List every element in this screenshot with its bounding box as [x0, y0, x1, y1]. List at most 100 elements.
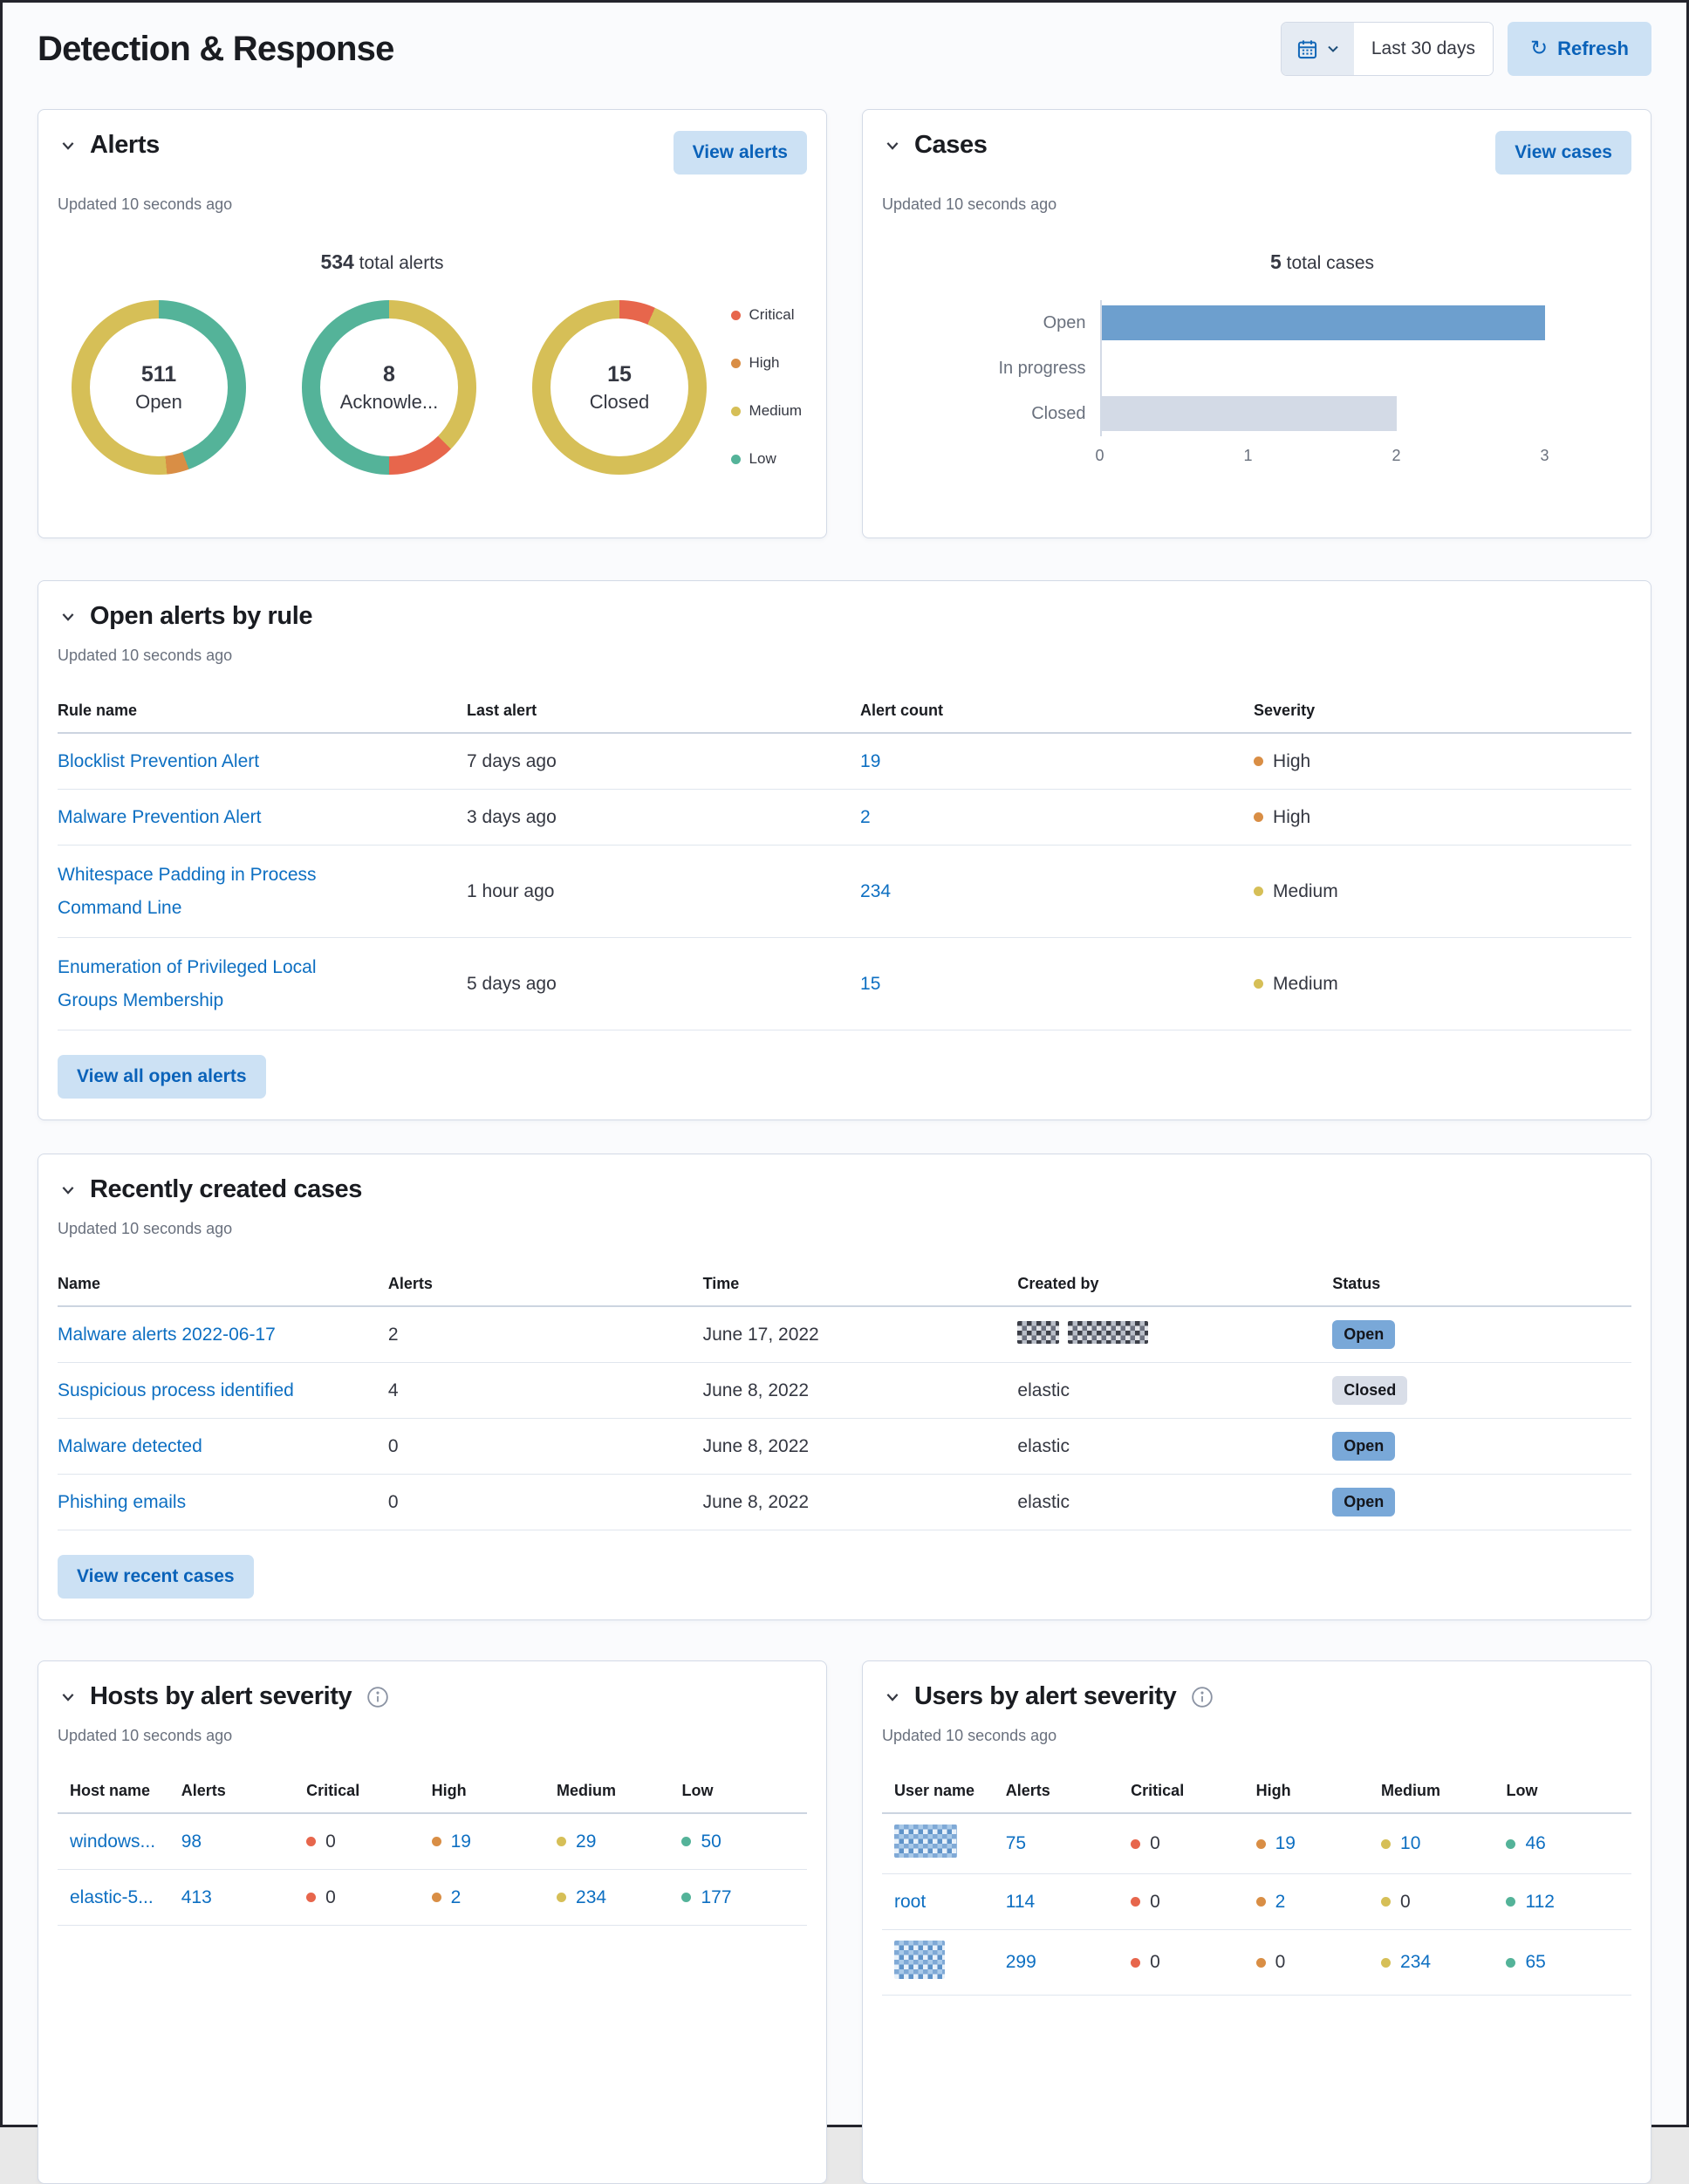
- table-row: Enumeration of Privileged Local Groups M…: [58, 938, 1631, 1030]
- alerts-count-link[interactable]: 114: [1005, 1891, 1036, 1912]
- alerts-panel: Alerts View alerts Updated 10 seconds ag…: [38, 109, 827, 538]
- cases-x-axis: 0 1 2 3: [1095, 447, 1549, 464]
- recent-cases-title: Recently created cases: [90, 1175, 363, 1203]
- high-dot-icon: [1255, 1957, 1266, 1968]
- severity-legend: Critical High Medium Low: [730, 250, 807, 475]
- alerts-panel-title: Alerts: [90, 131, 160, 159]
- cases-updated-text: Updated 10 seconds ago: [882, 195, 1057, 213]
- rule-name-link[interactable]: Blocklist Prevention Alert: [58, 750, 260, 771]
- hosts-table: Host name Alerts Critical High Medium Lo…: [58, 1782, 807, 1926]
- col-status: Status: [1332, 1275, 1381, 1292]
- critical-dot-icon: [1131, 1897, 1141, 1907]
- bar-open: [1101, 305, 1545, 340]
- donut-acknowledged-alerts: 8 Acknowle...: [302, 300, 476, 475]
- hosts-collapse-toggle[interactable]: [58, 1687, 79, 1708]
- low-dot-icon: [1506, 1838, 1516, 1849]
- users-collapse-toggle[interactable]: [882, 1687, 903, 1708]
- high-dot-icon: [1254, 757, 1264, 766]
- case-name-link[interactable]: Malware alerts 2022-06-17: [58, 1324, 276, 1345]
- alert-count-link[interactable]: 19: [860, 750, 881, 771]
- recently-created-cases-panel: Recently created cases Updated 10 second…: [38, 1154, 1651, 1620]
- view-cases-button[interactable]: View cases: [1495, 131, 1631, 175]
- medium-dot-icon: [1381, 1897, 1392, 1907]
- legend-item-high[interactable]: High: [730, 354, 802, 372]
- users-by-alert-severity-panel: Users by alert severity Updated 10 secon…: [862, 1660, 1651, 2184]
- col-name: Name: [58, 1275, 101, 1292]
- date-range-value[interactable]: Last 30 days: [1353, 23, 1493, 75]
- low-dot-icon: [1506, 1897, 1516, 1907]
- redacted-user-name[interactable]: [894, 1825, 957, 1858]
- medium-dot-icon: [557, 1893, 567, 1902]
- dashboard-page: Detection & Response: [3, 3, 1686, 2184]
- cases-total: 5 total cases: [1269, 250, 1375, 273]
- host-name-link[interactable]: windows...: [70, 1831, 156, 1852]
- alerts-total: 534 total alerts: [320, 250, 444, 273]
- cases-bar-chart: 5 total cases Open In progress Closed 0: [969, 250, 1549, 487]
- table-row: root 114 0 2 0 112: [882, 1874, 1631, 1930]
- rule-name-link[interactable]: Whitespace Padding in Process Command Li…: [58, 864, 317, 918]
- high-dot-icon: [431, 1837, 441, 1846]
- hosts-by-alert-severity-panel: Hosts by alert severity Updated 10 secon…: [38, 1660, 827, 2184]
- view-alerts-button[interactable]: View alerts: [673, 131, 807, 175]
- info-icon[interactable]: [1191, 1686, 1214, 1708]
- col-last-alert: Last alert: [467, 702, 537, 719]
- table-row: Phishing emails 0 June 8, 2022 elastic O…: [58, 1475, 1631, 1530]
- user-name-link[interactable]: root: [894, 1891, 927, 1912]
- low-dot-icon: [681, 1893, 692, 1902]
- status-badge: Open: [1332, 1432, 1396, 1461]
- cases-collapse-toggle[interactable]: [882, 135, 903, 156]
- cases-panel: Cases View cases Updated 10 seconds ago …: [862, 109, 1651, 538]
- donut-open-alerts: 511 Open: [72, 300, 246, 475]
- low-dot-icon: [681, 1837, 692, 1846]
- rule-name-link[interactable]: Enumeration of Privileged Local Groups M…: [58, 956, 317, 1010]
- view-all-open-alerts-button[interactable]: View all open alerts: [58, 1055, 266, 1099]
- table-row: elastic-5... 413 0 2 234 177: [58, 1870, 807, 1926]
- alerts-count-link[interactable]: 413: [181, 1886, 212, 1907]
- col-rule-name: Rule name: [58, 702, 138, 719]
- date-picker-menu-button[interactable]: [1281, 23, 1354, 75]
- medium-dot-icon: [557, 1837, 567, 1846]
- alerts-collapse-toggle[interactable]: [58, 135, 79, 156]
- open-alerts-collapse-toggle[interactable]: [58, 606, 79, 627]
- table-row: Malware Prevention Alert 3 days ago 2 Hi…: [58, 790, 1631, 846]
- medium-dot-icon: [730, 406, 741, 416]
- col-alerts: Alerts: [387, 1275, 433, 1292]
- refresh-button[interactable]: ↻ Refresh: [1507, 22, 1651, 76]
- open-alerts-table: Rule name Last alert Alert count Severit…: [58, 702, 1631, 1030]
- legend-item-low[interactable]: Low: [730, 450, 802, 468]
- case-name-link[interactable]: Phishing emails: [58, 1491, 187, 1512]
- table-row: Malware detected 0 June 8, 2022 elastic …: [58, 1419, 1631, 1475]
- alert-count-link[interactable]: 2: [860, 806, 871, 827]
- table-row: 75 0 19 10 46: [882, 1814, 1631, 1874]
- col-time: Time: [702, 1275, 740, 1292]
- alert-count-link[interactable]: 234: [860, 880, 892, 901]
- medium-dot-icon: [1381, 1957, 1392, 1968]
- alerts-donut-charts: 534 total alerts 511 Open 8 Ac: [58, 250, 807, 475]
- page-title: Detection & Response: [38, 29, 394, 68]
- open-alerts-title: Open alerts by rule: [90, 602, 313, 630]
- view-recent-cases-button[interactable]: View recent cases: [58, 1555, 254, 1599]
- status-badge: Open: [1332, 1488, 1396, 1516]
- refresh-icon: ↻: [1529, 37, 1549, 60]
- high-dot-icon: [1255, 1897, 1266, 1907]
- info-icon[interactable]: [366, 1686, 389, 1708]
- col-created-by: Created by: [1017, 1275, 1099, 1292]
- alerts-count-link[interactable]: 98: [181, 1831, 202, 1852]
- high-dot-icon: [1255, 1838, 1266, 1849]
- alerts-count-link[interactable]: 299: [1005, 1952, 1036, 1972]
- case-name-link[interactable]: Suspicious process identified: [58, 1380, 294, 1400]
- alerts-count-link[interactable]: 75: [1005, 1833, 1027, 1853]
- case-name-link[interactable]: Malware detected: [58, 1435, 202, 1456]
- alert-count-link[interactable]: 15: [860, 973, 881, 994]
- open-alerts-updated-text: Updated 10 seconds ago: [58, 647, 233, 664]
- table-row: Malware alerts 2022-06-17 2 June 17, 202…: [58, 1307, 1631, 1363]
- legend-item-medium[interactable]: Medium: [730, 402, 802, 420]
- rule-name-link[interactable]: Malware Prevention Alert: [58, 806, 262, 827]
- host-name-link[interactable]: elastic-5...: [70, 1886, 154, 1907]
- high-dot-icon: [431, 1893, 441, 1902]
- redacted-user-name[interactable]: [894, 1941, 945, 1979]
- recent-cases-collapse-toggle[interactable]: [58, 1180, 79, 1201]
- legend-item-critical[interactable]: Critical: [730, 306, 802, 324]
- alerts-updated-text: Updated 10 seconds ago: [58, 195, 233, 213]
- table-row: Blocklist Prevention Alert 7 days ago 19…: [58, 734, 1631, 790]
